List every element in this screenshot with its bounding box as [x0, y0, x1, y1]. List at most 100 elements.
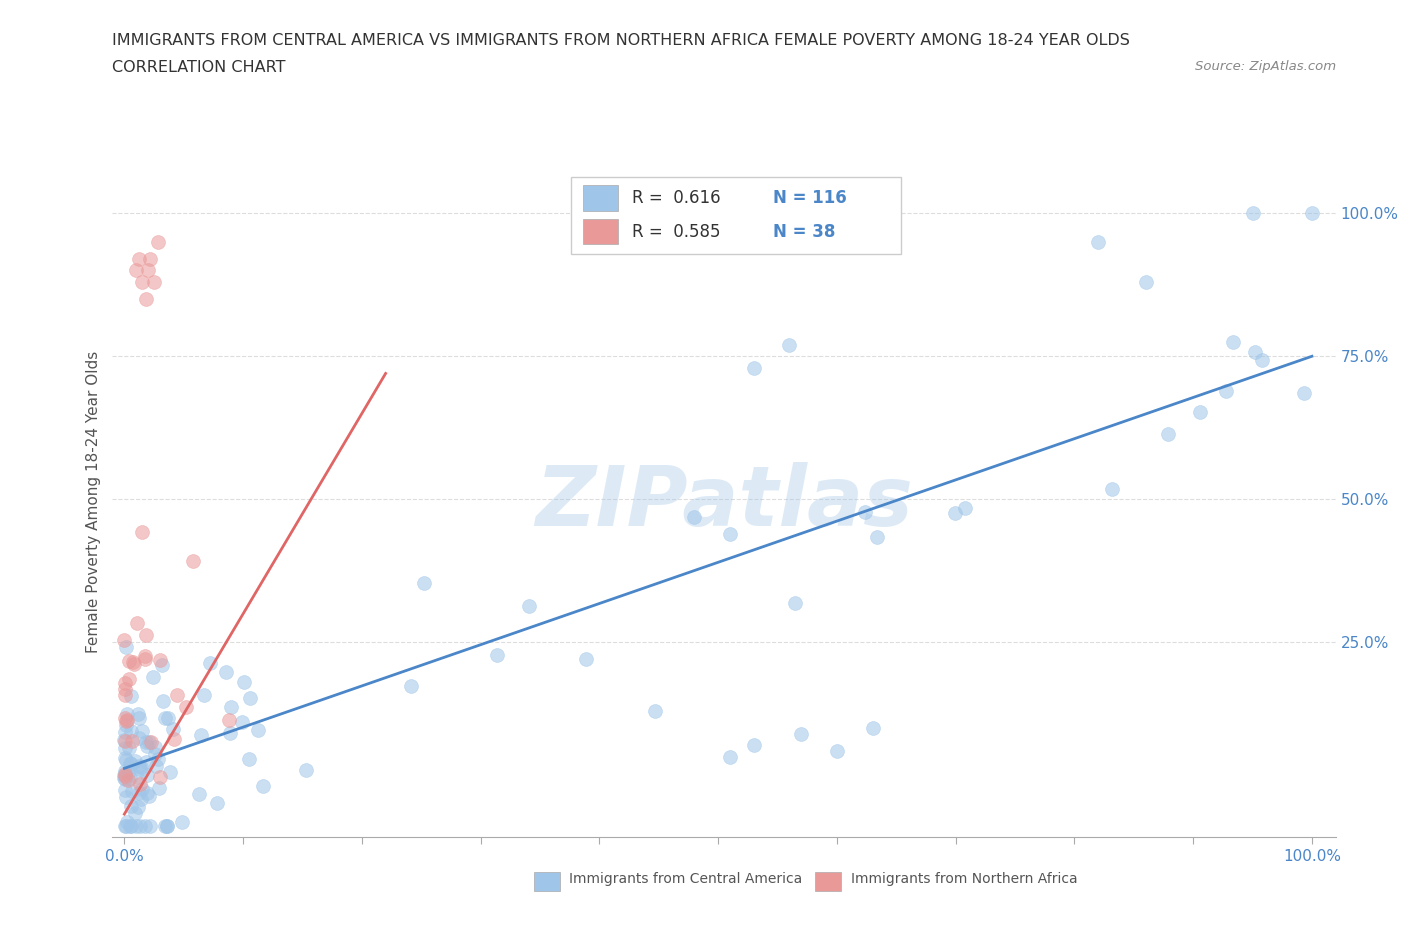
Point — [575, 652, 598, 667]
Point — [128, 762, 150, 777]
Point — [1188, 405, 1211, 419]
Point — [141, 735, 163, 750]
Point — [943, 506, 966, 521]
Point — [121, 655, 143, 670]
Point — [862, 721, 884, 736]
Point — [114, 818, 136, 833]
Point — [114, 818, 136, 833]
Point — [118, 771, 141, 786]
Point — [152, 694, 174, 709]
Point — [153, 818, 176, 833]
Point — [136, 738, 159, 753]
Point — [135, 628, 157, 643]
Point — [399, 679, 422, 694]
Point — [1157, 427, 1180, 442]
Point — [114, 688, 136, 703]
Point — [112, 770, 135, 785]
Point — [183, 554, 205, 569]
Point — [127, 707, 149, 722]
Point — [866, 530, 889, 545]
Point — [683, 509, 706, 524]
Point — [172, 815, 194, 830]
Point — [118, 764, 141, 778]
Text: N = 116: N = 116 — [773, 189, 846, 207]
Point — [149, 769, 172, 784]
FancyBboxPatch shape — [571, 178, 901, 255]
Point — [131, 274, 153, 289]
Point — [718, 526, 741, 541]
Point — [205, 796, 228, 811]
Point — [153, 711, 176, 725]
Point — [238, 751, 260, 766]
Point — [114, 733, 136, 748]
Point — [1222, 335, 1244, 350]
Point — [156, 818, 179, 833]
Point — [139, 818, 162, 833]
Point — [127, 800, 149, 815]
Point — [825, 744, 848, 759]
Point — [114, 764, 136, 778]
Point — [1241, 206, 1264, 220]
Point — [156, 818, 179, 833]
Text: N = 38: N = 38 — [773, 222, 835, 241]
Point — [120, 688, 142, 703]
Point — [218, 725, 240, 740]
Point — [955, 500, 977, 515]
Point — [127, 769, 149, 784]
Point — [114, 640, 136, 655]
Text: R =  0.585: R = 0.585 — [633, 222, 721, 241]
Point — [125, 263, 148, 278]
Point — [121, 734, 143, 749]
Point — [129, 791, 152, 806]
Point — [162, 732, 184, 747]
Point — [120, 724, 142, 738]
Point — [136, 263, 159, 278]
Point — [190, 728, 212, 743]
Point — [120, 818, 142, 833]
Point — [134, 818, 156, 833]
Point — [1135, 274, 1157, 289]
Point — [142, 670, 165, 684]
Point — [138, 789, 160, 804]
Point — [143, 747, 166, 762]
Text: Immigrants from Northern Africa: Immigrants from Northern Africa — [851, 871, 1077, 886]
Point — [783, 595, 806, 610]
Point — [187, 787, 209, 802]
Point — [135, 292, 157, 307]
Point — [221, 699, 243, 714]
Point — [114, 682, 136, 697]
Point — [252, 778, 274, 793]
Point — [215, 664, 238, 679]
Point — [1087, 234, 1109, 249]
Point — [778, 338, 800, 352]
Point — [135, 735, 157, 750]
Point — [146, 234, 169, 249]
Point — [118, 755, 141, 770]
Point — [156, 711, 179, 725]
Point — [114, 675, 136, 690]
Point — [517, 598, 540, 613]
Point — [118, 653, 141, 668]
Point — [644, 703, 666, 718]
Point — [129, 818, 152, 833]
Point — [117, 741, 139, 756]
Point — [485, 648, 508, 663]
Point — [114, 772, 136, 787]
Point — [125, 818, 148, 833]
Point — [1215, 383, 1237, 398]
Point — [790, 726, 813, 741]
Point — [114, 724, 136, 739]
Point — [1101, 482, 1123, 497]
Point — [146, 751, 169, 766]
Point — [114, 718, 136, 733]
Text: ZIPatlas: ZIPatlas — [536, 461, 912, 543]
Point — [120, 799, 142, 814]
Point — [174, 699, 197, 714]
Point — [853, 504, 876, 519]
Point — [128, 786, 150, 801]
FancyBboxPatch shape — [583, 219, 617, 245]
Point — [118, 671, 141, 686]
Point — [115, 790, 138, 804]
Point — [112, 767, 135, 782]
Point — [134, 648, 156, 663]
